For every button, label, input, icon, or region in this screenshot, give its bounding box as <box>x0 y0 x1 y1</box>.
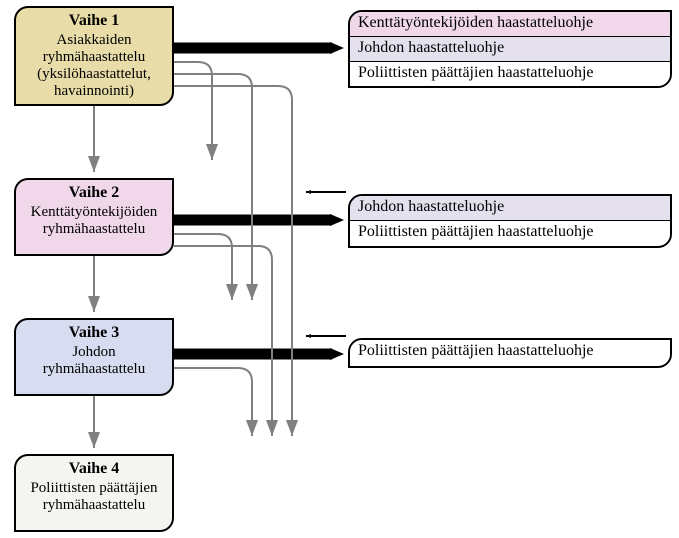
guide-row: Poliittisten päättäjien haastatteluohje <box>350 61 670 86</box>
guide-box-3: Poliittisten päättäjien haastatteluohje <box>348 338 672 368</box>
phase-4-title: Vaihe 4 <box>20 460 168 478</box>
guide-row: Poliittisten päättäjien haastatteluohje <box>350 340 670 364</box>
phase-2-title: Vaihe 2 <box>20 184 168 202</box>
guide-box-2: Johdon haastatteluohjePoliittisten päätt… <box>348 194 672 248</box>
flow-connector <box>174 62 212 160</box>
phase-2-box: Vaihe 2 Kenttätyöntekijöiden ryhmähaasta… <box>14 178 174 256</box>
phase-1-sub: Asiakkaiden ryhmähaastattelu (yksilöhaas… <box>20 32 168 101</box>
phase-3-sub: Johdon ryhmähaastattelu <box>20 344 168 379</box>
flow-connector <box>174 234 232 300</box>
phase-2-sub: Kenttätyöntekijöiden ryhmähaastattelu <box>20 204 168 239</box>
guide-box-1: Kenttätyöntekijöiden haastatteluohjeJohd… <box>348 10 672 88</box>
guide-row: Johdon haastatteluohje <box>350 36 670 61</box>
flow-connector <box>174 246 272 436</box>
phase-4-box: Vaihe 4 Poliittisten päättäjien ryhmähaa… <box>14 454 174 532</box>
phase-1-box: Vaihe 1 Asiakkaiden ryhmähaastattelu (yk… <box>14 6 174 106</box>
guide-row: Kenttätyöntekijöiden haastatteluohje <box>350 12 670 36</box>
guide-row: Johdon haastatteluohje <box>350 196 670 220</box>
flow-connector <box>174 368 252 436</box>
phase-4-sub: Poliittisten päättäjien ryhmähaastattelu <box>20 480 168 515</box>
phase-3-box: Vaihe 3 Johdon ryhmähaastattelu <box>14 318 174 396</box>
guide-row: Poliittisten päättäjien haastatteluohje <box>350 220 670 245</box>
phase-3-title: Vaihe 3 <box>20 324 168 342</box>
phase-1-title: Vaihe 1 <box>20 12 168 30</box>
